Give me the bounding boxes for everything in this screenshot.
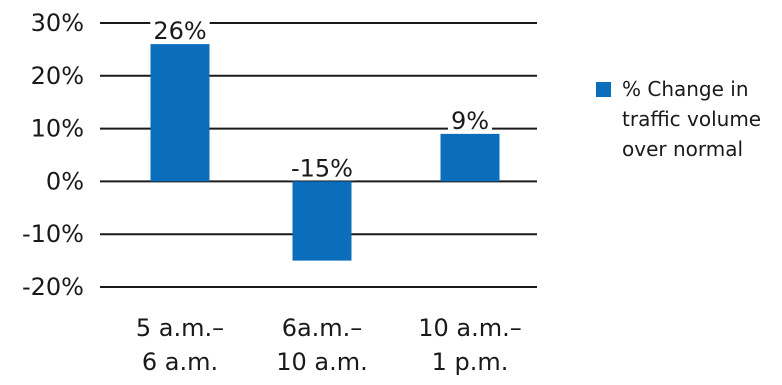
legend-swatch: [596, 82, 611, 97]
x-axis-categories: 5 a.m.– 6 a.m. 6a.m.– 10 a.m. 10 a.m.– 1 p.m.: [136, 314, 522, 376]
y-tick-label: 30%: [31, 9, 84, 37]
data-labels: 26% -15% 9%: [150, 17, 493, 182]
y-tick-label: 10%: [31, 115, 84, 143]
y-axis-ticks: 30% 20% 10% 0% -10% -20%: [22, 9, 84, 301]
x-category-label: 5 a.m.–: [136, 314, 224, 342]
y-tick-label: 20%: [31, 62, 84, 90]
x-category-label: 10 a.m.–: [418, 314, 522, 342]
data-label: 9%: [451, 107, 489, 135]
x-category-label: 10 a.m.: [276, 348, 368, 376]
x-category-label: 6 a.m.: [142, 348, 218, 376]
data-label: -15%: [291, 154, 353, 182]
x-category-label: 1 p.m.: [432, 348, 509, 376]
y-tick-label: -10%: [22, 220, 84, 248]
y-tick-label: 0%: [46, 167, 84, 195]
x-category-label: 6a.m.–: [282, 314, 363, 342]
data-label-background: [287, 156, 357, 181]
bar: [292, 181, 352, 261]
bars: [150, 44, 500, 261]
bar: [440, 133, 500, 182]
data-label-background: [447, 108, 493, 133]
bar: [150, 44, 210, 182]
data-label-background: [150, 19, 210, 44]
data-label: 26%: [153, 17, 206, 45]
legend-label: % Change in traffic volume over normal: [622, 77, 762, 161]
y-tick-label: -20%: [22, 273, 84, 301]
